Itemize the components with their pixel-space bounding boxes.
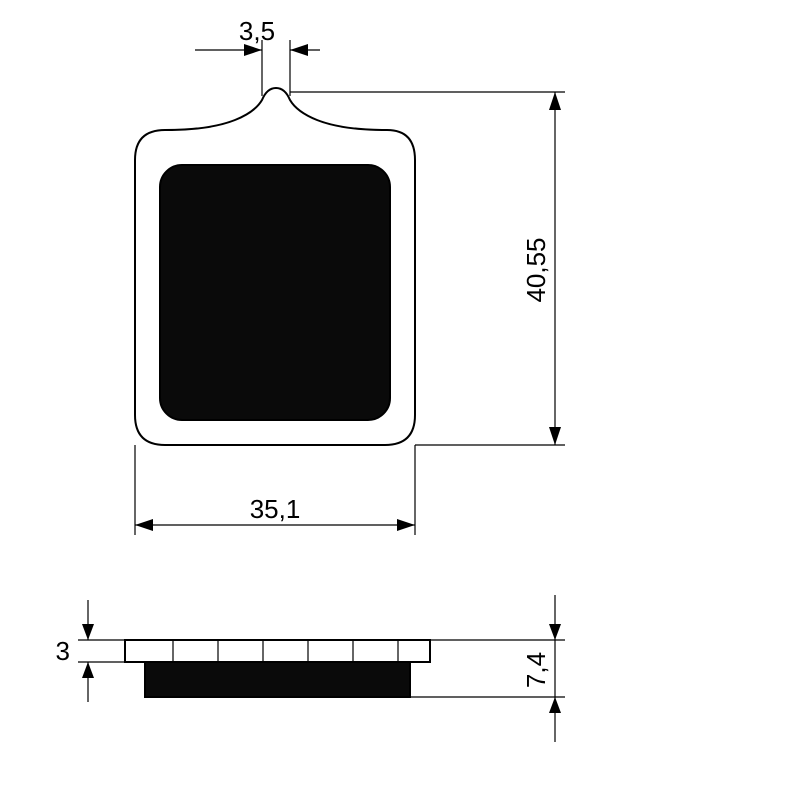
arrow-thk-top [549, 624, 561, 640]
dim-backing-lip: 3 [56, 636, 70, 666]
friction-material-side [145, 662, 410, 697]
dim-pad-width: 35,1 [250, 494, 301, 524]
arrow-height-bot [549, 427, 561, 445]
arrow-width-right [397, 519, 415, 531]
dim-tab-width: 3,5 [239, 16, 275, 46]
arrow-lip-bot [82, 662, 94, 678]
friction-material-front [160, 165, 390, 420]
backing-plate-segments [173, 640, 398, 662]
dim-total-thickness: 7,4 [521, 652, 551, 688]
arrow-height-top [549, 92, 561, 110]
backing-plate-side [125, 640, 430, 662]
arrow-width-left [135, 519, 153, 531]
arrow-thk-bot [549, 697, 561, 713]
arrow-lip-top [82, 624, 94, 640]
arrow-tab-right [290, 44, 308, 56]
technical-drawing: 3,5 40,55 35,1 3 7,4 [0, 0, 800, 800]
dim-pad-height: 40,55 [521, 237, 551, 302]
